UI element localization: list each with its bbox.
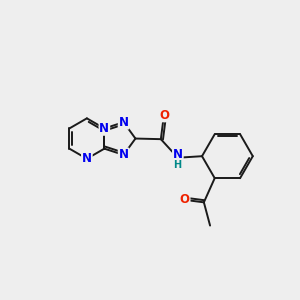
Text: N: N — [82, 152, 92, 165]
Text: N: N — [118, 148, 129, 161]
Text: H: H — [173, 160, 181, 170]
Text: N: N — [99, 122, 110, 135]
Text: N: N — [118, 116, 129, 129]
Text: N: N — [173, 148, 183, 161]
Text: O: O — [180, 194, 190, 206]
Text: O: O — [159, 109, 169, 122]
